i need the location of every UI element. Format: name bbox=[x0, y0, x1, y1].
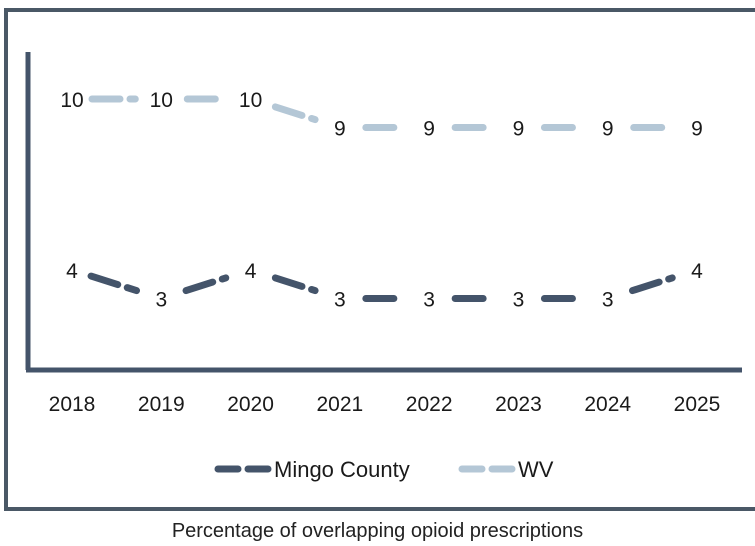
data-label-mingo-county: 4 bbox=[66, 260, 78, 283]
series-segment-mingo-county bbox=[87, 272, 141, 295]
chart-frame bbox=[4, 8, 755, 511]
data-label-mingo-county: 4 bbox=[245, 260, 257, 283]
series-segment-mingo-county bbox=[271, 274, 319, 295]
series-segment-wv bbox=[271, 103, 319, 124]
series-layer bbox=[87, 95, 676, 302]
data-label-mingo-county: 3 bbox=[155, 289, 167, 312]
legend-label-mingo-county: Mingo County bbox=[274, 457, 410, 482]
data-label-mingo-county: 4 bbox=[691, 260, 703, 283]
x-tick-labels: 2018 2019 2020 2021 2022 2023 2024 2025 bbox=[49, 393, 721, 416]
series-segment-mingo-county bbox=[628, 274, 676, 295]
data-label-wv: 9 bbox=[602, 118, 614, 141]
data-label-wv: 9 bbox=[423, 118, 435, 141]
x-tick-label: 2023 bbox=[495, 393, 542, 416]
x-tick-label: 2019 bbox=[138, 393, 185, 416]
data-label-wv: 10 bbox=[60, 89, 83, 112]
data-label-wv: 10 bbox=[239, 89, 262, 112]
data-label-mingo-county: 3 bbox=[513, 289, 525, 312]
x-tick-label: 2020 bbox=[227, 393, 274, 416]
legend-label-wv: WV bbox=[518, 457, 554, 482]
data-labels-layer: 4 3 4 3 3 3 3 4 10 10 10 9 9 9 9 9 bbox=[60, 89, 703, 312]
data-label-mingo-county: 3 bbox=[602, 289, 614, 312]
data-label-mingo-county: 3 bbox=[423, 289, 435, 312]
data-label-wv: 10 bbox=[150, 89, 173, 112]
chart-caption: Percentage of overlapping opioid prescri… bbox=[171, 520, 584, 542]
x-tick-label: 2024 bbox=[584, 393, 631, 416]
x-tick-label: 2018 bbox=[49, 393, 96, 416]
x-tick-label: 2021 bbox=[316, 393, 363, 416]
data-label-wv: 9 bbox=[691, 118, 703, 141]
series-segment-mingo-county bbox=[182, 274, 230, 295]
data-label-wv: 9 bbox=[513, 118, 525, 141]
legend: Mingo County WV bbox=[214, 457, 554, 482]
data-label-mingo-county: 3 bbox=[334, 289, 346, 312]
data-label-wv: 9 bbox=[334, 118, 346, 141]
x-tick-label: 2025 bbox=[674, 393, 721, 416]
x-tick-label: 2022 bbox=[406, 393, 453, 416]
